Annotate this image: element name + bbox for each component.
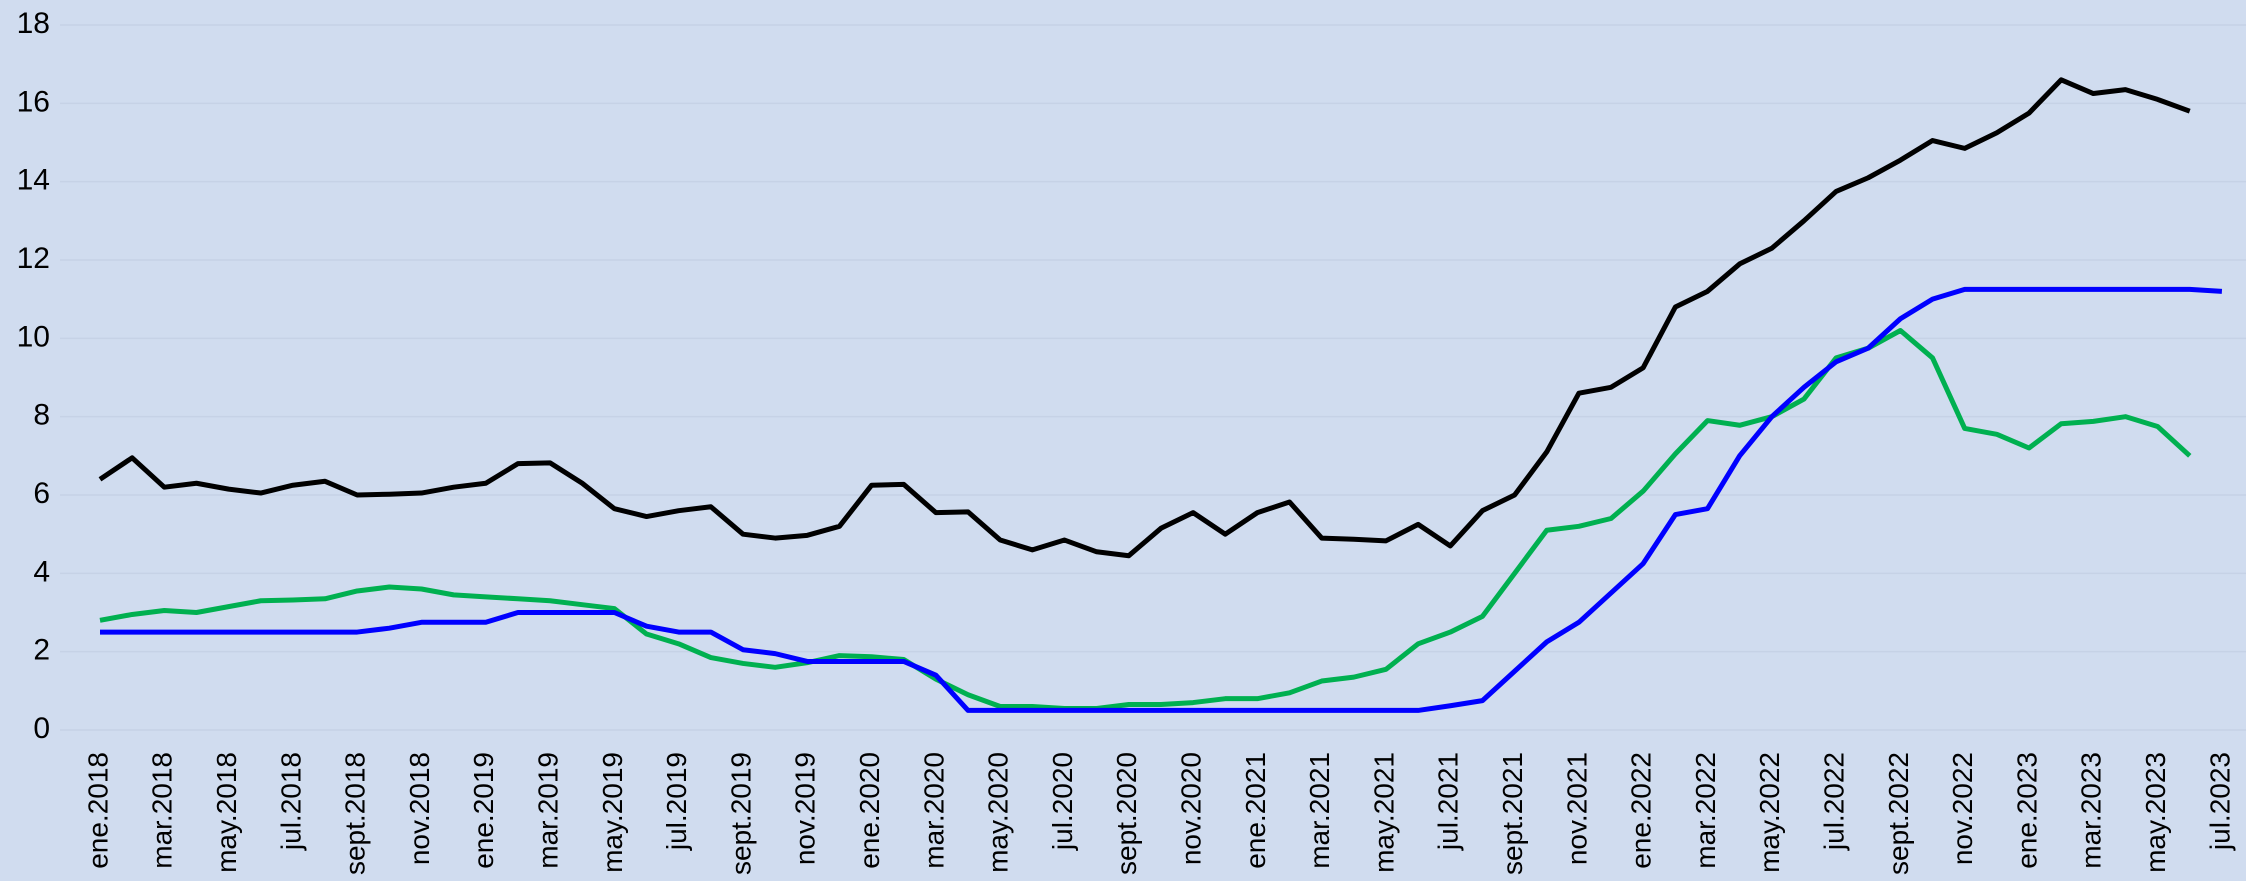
- x-tick-label: mar.2023: [2076, 752, 2107, 869]
- y-tick-label: 12: [17, 242, 50, 275]
- y-tick-label: 2: [33, 634, 50, 667]
- x-tick-label: ene.2019: [468, 752, 499, 869]
- y-tick-label: 4: [33, 555, 50, 588]
- x-tick-label: jul.2018: [275, 752, 306, 851]
- x-tick-label: jul.2021: [1433, 752, 1464, 851]
- y-tick-label: 16: [17, 85, 50, 118]
- x-tick-label: mar.2020: [918, 752, 949, 869]
- x-tick-label: nov.2021: [1561, 752, 1592, 865]
- y-tick-label: 18: [17, 7, 50, 40]
- x-tick-label: sept.2018: [340, 752, 371, 875]
- x-tick-label: mar.2018: [147, 752, 178, 869]
- y-tick-label: 0: [33, 712, 50, 745]
- x-tick-label: ene.2023: [2011, 752, 2042, 869]
- x-tick-label: jul.2020: [1047, 752, 1078, 851]
- series-line: [98, 77, 2191, 559]
- x-tick-label: may.2020: [983, 752, 1014, 873]
- y-tick-label: 8: [33, 399, 50, 432]
- y-tick-label: 14: [17, 164, 50, 197]
- x-tick-label: ene.2020: [854, 752, 885, 869]
- x-tick-label: nov.2019: [790, 752, 821, 865]
- x-tick-label: mar.2022: [1690, 752, 1721, 869]
- x-tick-label: sept.2019: [725, 752, 756, 875]
- x-tick-label: jul.2019: [661, 752, 692, 851]
- x-tick-label: may.2023: [2140, 752, 2171, 873]
- x-tick-label: nov.2018: [404, 752, 435, 865]
- x-tick-label: ene.2022: [1626, 752, 1657, 869]
- x-tick-label: may.2021: [1368, 752, 1399, 873]
- x-tick-label: may.2018: [211, 752, 242, 873]
- x-tick-label: nov.2022: [1947, 752, 1978, 865]
- x-tick-label: jul.2022: [1818, 752, 1849, 851]
- x-tick-label: mar.2021: [1304, 752, 1335, 869]
- x-tick-label: jul.2023: [2204, 752, 2235, 851]
- series-line: [99, 328, 2192, 711]
- x-tick-label: ene.2018: [82, 752, 113, 869]
- y-tick-label: 6: [33, 477, 50, 510]
- x-tick-label: sept.2022: [1883, 752, 1914, 875]
- x-tick-label: nov.2020: [1175, 752, 1206, 865]
- x-tick-label: may.2019: [597, 752, 628, 873]
- x-tick-label: sept.2020: [1111, 752, 1142, 875]
- x-tick-label: may.2022: [1754, 752, 1785, 873]
- x-tick-label: ene.2021: [1240, 752, 1271, 869]
- series-line: [100, 286, 2223, 713]
- x-tick-label: mar.2019: [532, 752, 563, 869]
- x-tick-label: sept.2021: [1497, 752, 1528, 875]
- y-tick-label: 10: [17, 320, 50, 353]
